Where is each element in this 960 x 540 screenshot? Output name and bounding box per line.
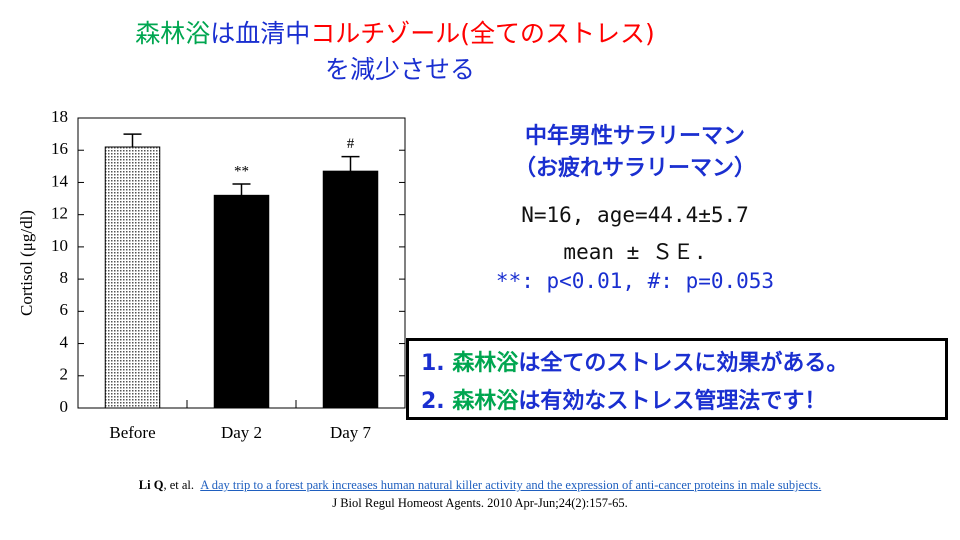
subject: 中年男性サラリーマン [524,124,745,149]
x-tick-label: Before [109,423,155,442]
y-tick-label: 0 [60,397,69,416]
chart: Cortisol (μg/dl) 0 2 4 6 8 10 12 14 16 18 Before Da… [17,107,406,442]
stats: mean ± ＳＥ. [563,240,707,264]
significance-label: # [347,136,355,152]
y-axis-label: Cortisol (μg/dl) [17,210,36,316]
y-tick-label: 2 [60,365,69,384]
bar [104,146,161,409]
stats: N=16, age=44.4±5.7 [521,203,749,227]
y-tick-label: 6 [60,300,69,319]
y-tick-label: 4 [60,332,69,351]
y-tick-label: 16 [51,139,68,158]
text-segment: は血清中 [210,19,311,48]
text-segment: は全てのストレスに効果がある。 [518,351,849,376]
text-segment: 森林浴 [452,351,519,376]
conclusion: 2. 森林浴は有効なストレス管理法です！ [421,383,826,415]
citation-journal: J Biol Regul Homeost Agents. 2010 Apr-Ju… [332,496,628,510]
y-tick-label: 10 [51,236,68,255]
bar [322,170,379,409]
y-tick-label: 18 [51,107,68,126]
et-al: , et al. [163,478,194,492]
text-segment: コルチゾール(全てのストレス) [310,19,655,48]
x-tick-label: Day 2 [221,423,262,442]
y-tick-label: 8 [60,268,69,287]
title-line: 森林浴は血清中コルチゾール(全てのストレス) [0,14,790,50]
y-tick-label: 12 [51,204,68,223]
significance-label: ** [234,163,249,179]
author: Li Q [138,478,164,492]
significance: **: p<0.01, #: p=0.053 [495,269,775,293]
title-line: を減少させる [0,50,800,86]
subject: （お疲れサラリーマン） [513,156,756,181]
conclusion: 1. 森林浴は全てのストレスに効果がある。 [421,345,848,377]
y-tick-label: 14 [51,171,69,190]
bar [213,194,270,409]
text-segment: は有効なストレス管理法です！ [518,389,827,414]
text-segment: 1. [421,351,453,376]
x-tick-label: Day 7 [330,423,372,442]
text-segment: を減少させる [324,55,475,84]
text-segment: 2. [421,389,453,414]
citation: Li Q, et al. A day trip to a forest park… [0,478,960,493]
conclusion-box: 1. 森林浴は全てのストレスに効果がある。 2. 森林浴は有効なストレス管理法で… [406,338,948,420]
text-segment: 森林浴 [452,389,519,414]
text-segment: 森林浴 [135,19,211,48]
citation-link[interactable]: A day trip to a forest park increases hu… [200,478,822,492]
